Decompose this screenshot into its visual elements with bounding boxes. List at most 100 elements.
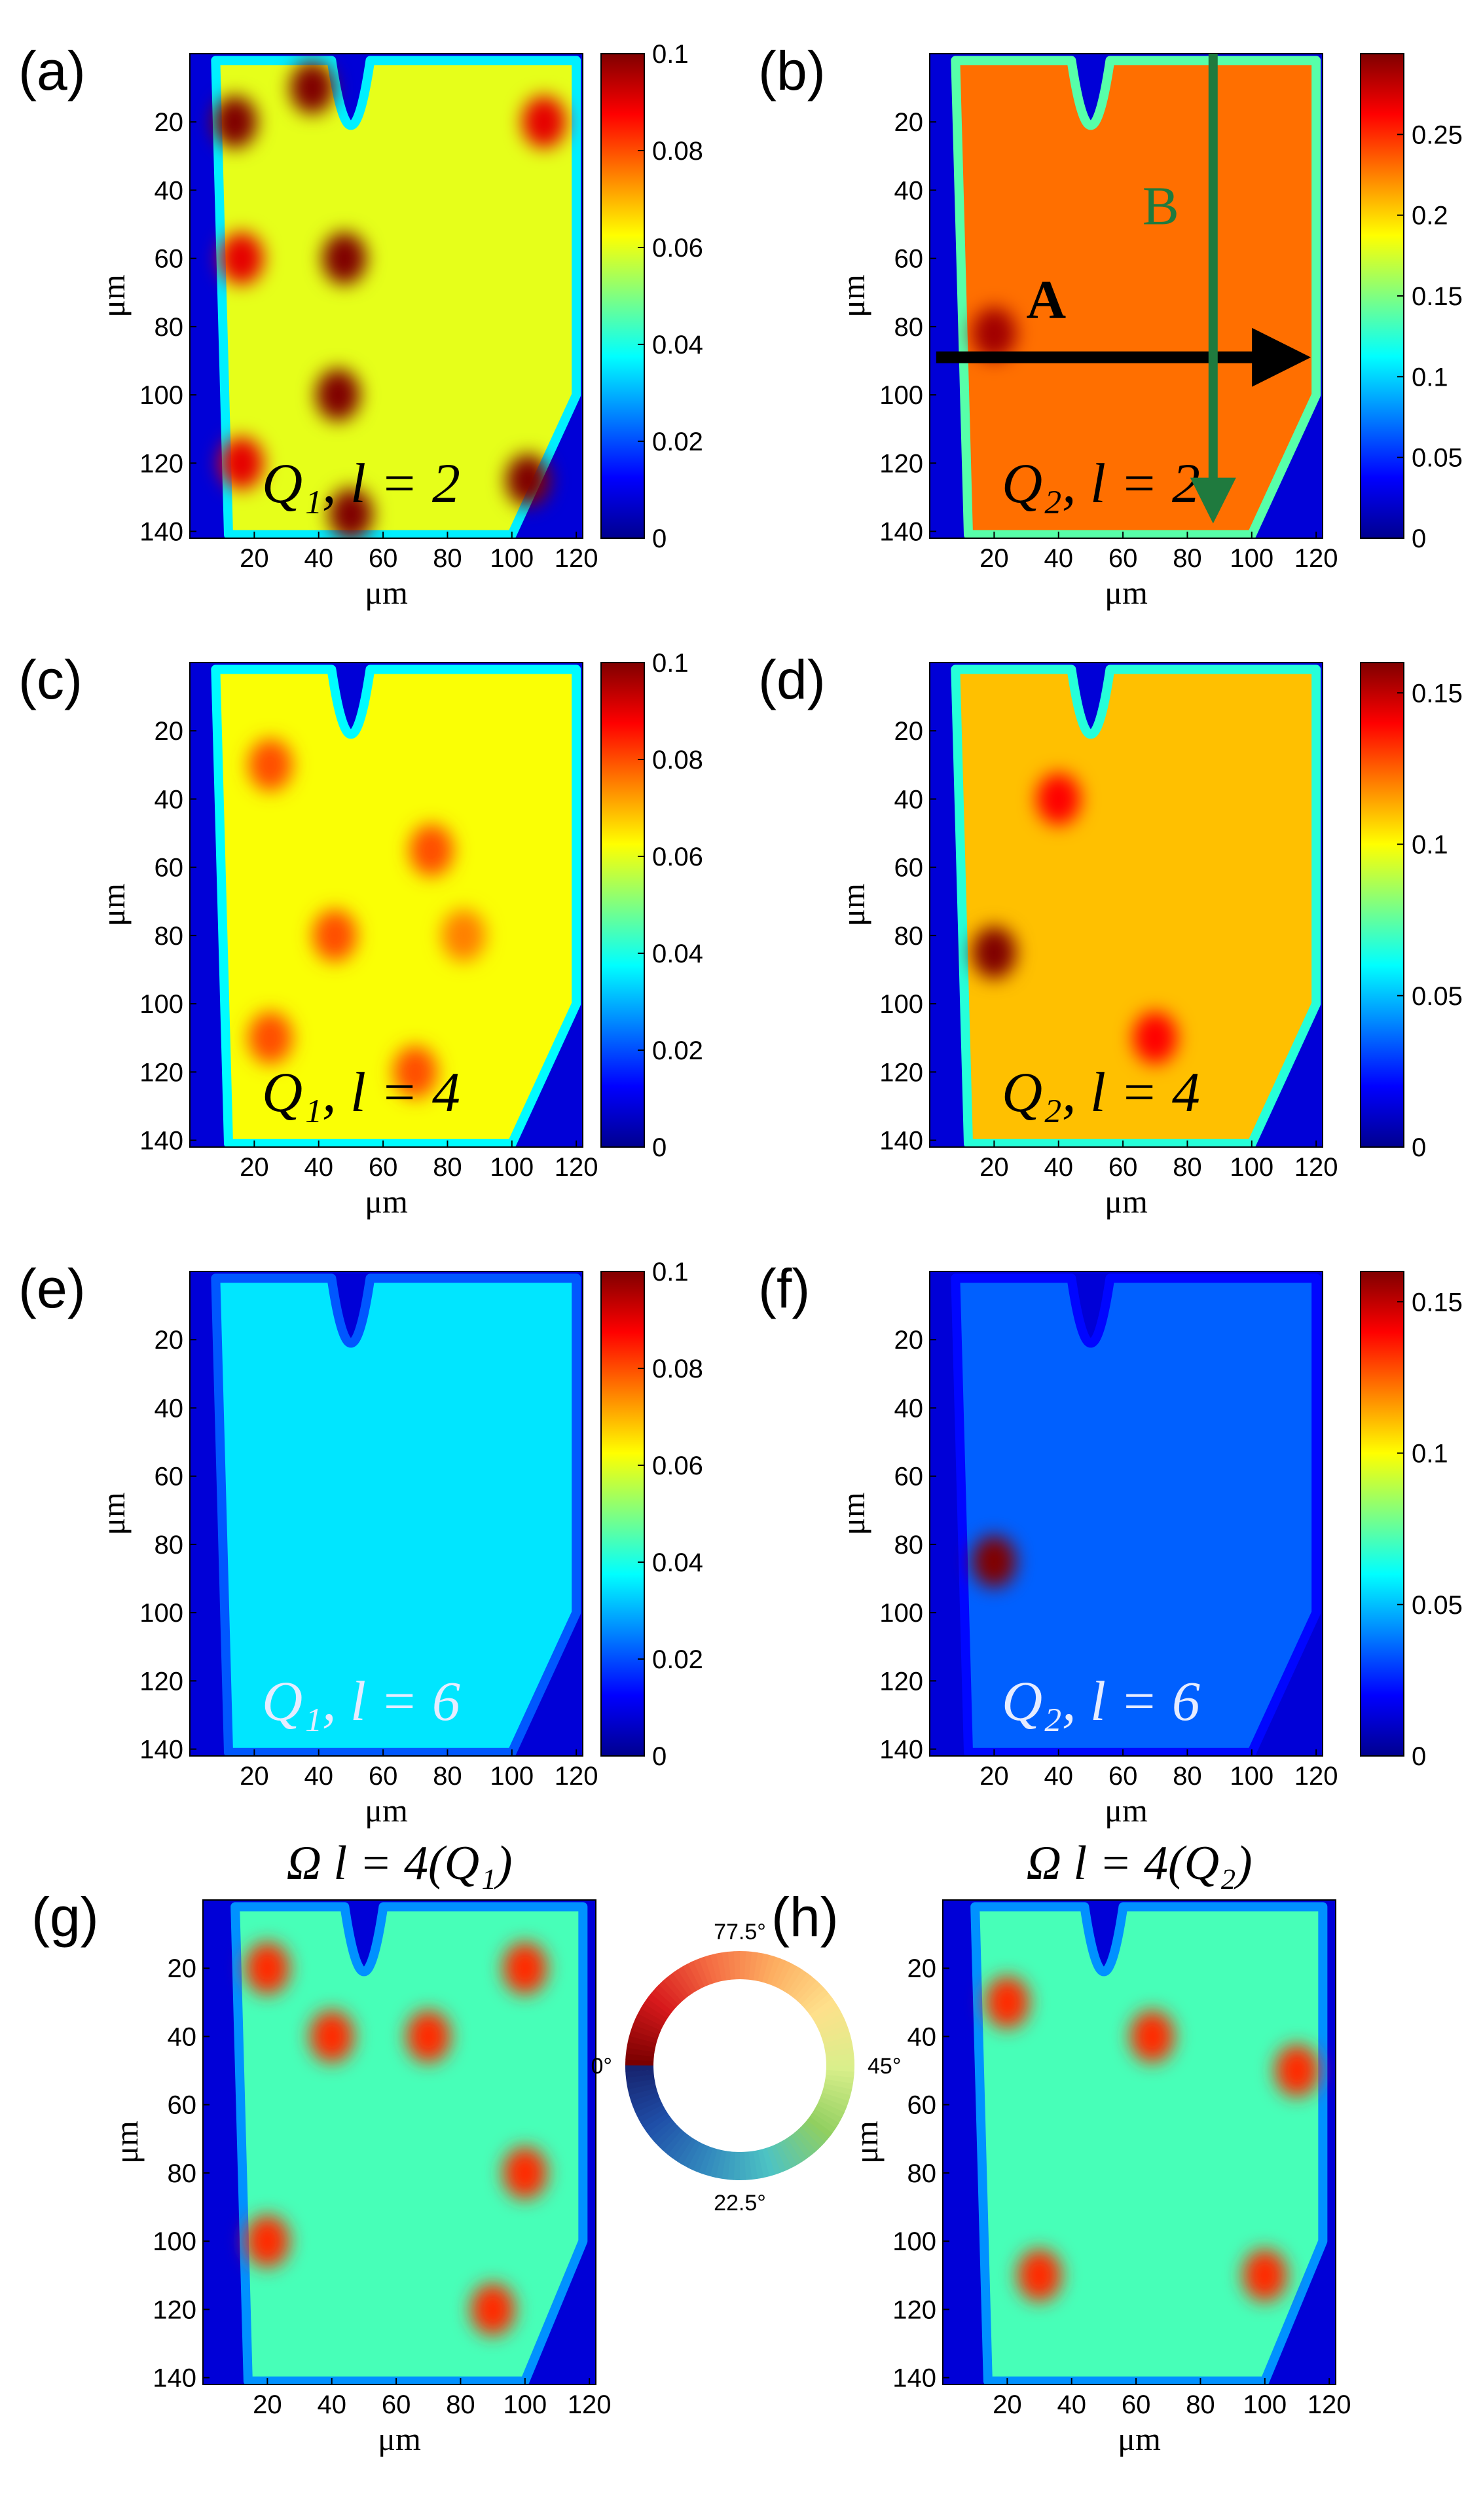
hotspot	[1036, 773, 1081, 826]
colorbar-tick-label: 0.15	[1412, 679, 1463, 708]
wheel-segment	[820, 2092, 849, 2108]
y-tick-label: 100	[892, 2227, 936, 2256]
wheel-segment	[667, 1973, 689, 1999]
wheel-segment	[663, 2129, 686, 2155]
wheel-segment	[644, 2112, 670, 2133]
wheel-segment	[629, 2030, 658, 2043]
axes-frame	[929, 53, 1323, 539]
wheel-segment	[677, 2138, 697, 2165]
wheel-segment	[667, 2132, 689, 2159]
hotspot	[245, 2215, 290, 2268]
panel-h: 20 40 60 80 100 120 20 40 60 80 100 120 140 μm μm (h) Ω …	[771, 1836, 1351, 2457]
x-tick-label: 60	[369, 544, 398, 573]
y-tick-label: 140	[879, 1127, 923, 1156]
x-tick-label: 100	[490, 1762, 534, 1791]
x-tick-label: 40	[1044, 1153, 1073, 1182]
panel-title: Ω l = 4(Q₂)	[1027, 1836, 1253, 1890]
wheel-segment	[687, 2142, 705, 2170]
y-tick-label: 20	[155, 717, 184, 746]
x-tick-label: 80	[1186, 2390, 1215, 2419]
colorbar-tick-label: 0.06	[652, 1452, 703, 1480]
y-tick-label: 140	[892, 2364, 936, 2393]
colorbar-tick-label: 0.04	[652, 1548, 703, 1577]
hotspot	[972, 926, 1017, 979]
heatmap-field	[951, 1273, 1321, 1756]
colorbar-tick-label: 0.25	[1412, 120, 1463, 149]
wheel-segment	[682, 2140, 701, 2168]
heatmap-field	[970, 1902, 1328, 2384]
wheel-segment	[727, 2151, 736, 2180]
x-tick-label: 100	[1230, 544, 1273, 573]
wheel-segment	[650, 2119, 676, 2143]
panel-letter: (b)	[758, 40, 826, 101]
wheel-segment	[794, 1977, 817, 2002]
wheel-segment	[744, 1951, 752, 1980]
panel-letter: (d)	[758, 649, 826, 710]
hotspot	[312, 909, 357, 962]
wheel-segment	[651, 1988, 676, 2011]
panel-letter: (e)	[18, 1258, 86, 1319]
colorbar-tick-label: 0.04	[652, 940, 703, 968]
hotspot	[470, 2283, 515, 2336]
wheel-label-right: 45°	[868, 2054, 901, 2079]
wheel-segment	[804, 1988, 830, 2012]
y-tick-label: 60	[155, 1463, 184, 1491]
x-tick-label: 40	[1057, 2390, 1086, 2419]
colorbar-tick-label: 0	[1412, 1133, 1426, 1162]
wheel-segment	[744, 2151, 752, 2180]
hotspot	[328, 488, 373, 538]
wheel-segment	[733, 1950, 741, 1980]
wheel-segment	[790, 1973, 813, 1999]
colorbar-gradient	[600, 53, 645, 539]
sample-region	[951, 56, 1321, 538]
colorbar-tick-label: 0.08	[652, 746, 703, 775]
x-tick-label: 80	[433, 1153, 462, 1182]
arrow-a-label: A	[1027, 270, 1067, 331]
axes-frame	[189, 662, 583, 1148]
y-tick-label: 140	[139, 518, 183, 547]
colorbar-gradient	[1360, 1271, 1404, 1757]
hotspot	[1129, 2010, 1175, 2063]
y-tick-label: 100	[879, 990, 923, 1019]
hotspot	[972, 1535, 1017, 1588]
x-tick-label: 100	[490, 544, 534, 573]
y-tick-label: 20	[894, 1326, 924, 1355]
color-wheel: 77.5° 45° 22.5° 0°	[591, 1920, 901, 2216]
y-tick-label: 120	[139, 449, 183, 478]
colorbar: 0 0.02 0.04 0.06 0.08 0.1	[600, 1258, 703, 1771]
y-tick-label: 140	[139, 1127, 183, 1156]
x-axis-label: μm	[1105, 1183, 1148, 1220]
wheel-segment	[632, 2096, 661, 2113]
hotspot	[322, 232, 367, 285]
hotspot	[219, 437, 264, 490]
wheel-segment	[682, 1963, 701, 1991]
wheel-segment	[698, 2146, 714, 2175]
panel-letter: (g)	[31, 1886, 99, 1948]
colorbar-tick-label: 0.05	[1412, 1591, 1463, 1620]
colorbar-tick-label: 0.05	[1412, 982, 1463, 1011]
colorbar-tick-label: 0.08	[652, 1355, 703, 1383]
wheel-segment	[710, 2149, 722, 2178]
x-axis-label: μm	[1105, 574, 1148, 611]
y-tick-label: 140	[879, 1736, 923, 1764]
sample-region	[211, 665, 581, 1147]
x-tick-label: 80	[433, 544, 462, 573]
hotspot-layer	[972, 773, 1178, 1065]
colorbar-tick-label: 0	[1412, 524, 1426, 553]
hotspot	[247, 1012, 293, 1065]
wheel-segment	[794, 2130, 817, 2155]
hotspot	[247, 739, 293, 792]
wheel-segment	[786, 1969, 808, 1996]
wheel-segment	[640, 2108, 668, 2128]
sample-region	[211, 1273, 581, 1756]
panel-annotation: Q₁, l = 2	[262, 452, 460, 515]
wheel-segment	[824, 2041, 853, 2053]
wheel-segment	[815, 2008, 843, 2027]
wheel-segment	[625, 2053, 654, 2062]
y-tick-label: 120	[879, 1058, 923, 1087]
x-tick-label: 120	[555, 1762, 598, 1791]
colorbar-tick-label: 0	[1412, 1742, 1426, 1771]
wheel-segment	[672, 2135, 693, 2162]
y-tick-label: 120	[892, 2295, 936, 2324]
hotspot	[245, 1942, 290, 1995]
